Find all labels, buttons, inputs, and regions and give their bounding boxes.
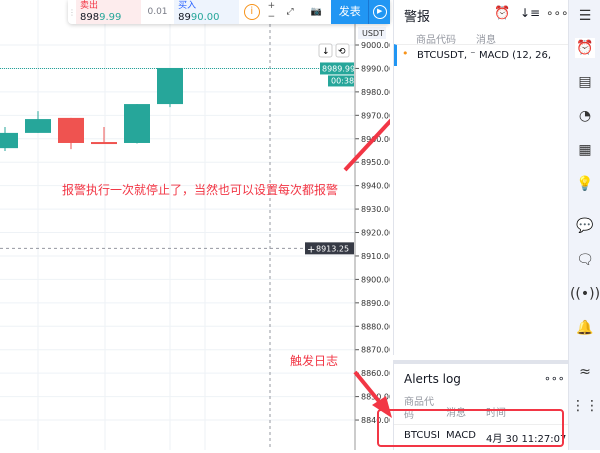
candle-body (58, 117, 84, 143)
col-message: 消息 (446, 408, 466, 419)
alert-message: MACD (12, 26, (479, 50, 552, 61)
countdown-label: 00:38 (331, 76, 354, 85)
more-icon[interactable]: ∘∘∘ (546, 6, 569, 20)
alerts-log-title: Alerts log (404, 372, 461, 386)
price-chart[interactable]: 9000.00 8990.00 8980.00 8970.00 8960.00 8950.… (0, 0, 458, 450)
crosshair-price-badge (305, 242, 354, 255)
calendar-icon[interactable]: ▦ (578, 142, 592, 158)
zoom-out-icon[interactable]: − (267, 12, 276, 22)
price-tick-label: 8950.00 (361, 158, 390, 167)
price-tick-label: 8980.00 (361, 88, 390, 97)
zoom-in-icon[interactable]: + (267, 1, 276, 11)
price-tick-label: 8900.00 (361, 275, 390, 284)
annotation-text: 报警执行一次就停止了，当然也可以设置每次都报警 (62, 183, 339, 197)
bell-icon[interactable]: 🔔 (576, 320, 594, 336)
quantity-input[interactable]: 0.01 (147, 7, 168, 17)
price-tick-label: 8940.00 (361, 182, 390, 191)
zoom-controls: + − (265, 0, 279, 24)
lightbulb-icon[interactable]: 💡 (576, 176, 594, 192)
auto-scale-button[interactable] (335, 43, 350, 58)
alerts-title: 警报 (404, 10, 431, 25)
alert-row[interactable]: • BTCUSDT, ⁻ MACD (12, 26, (394, 44, 569, 66)
crosshair-plus-icon: + (307, 244, 315, 255)
add-alert-icon[interactable]: ⏰ (494, 6, 511, 21)
trade-bar: ⋮ 卖出 8989.99 0.01 买入 8990.00 i + − ⤢ 📷 发表 ▶ (68, 0, 390, 24)
play-icon: ▶ (372, 5, 387, 19)
camera-icon[interactable]: 📷 (310, 7, 323, 17)
info-icon: i (243, 4, 260, 20)
alerts-panel: 警报 ⏰ ↓≡ ∘∘∘ 商品代码 消息 • BTCUSDT, ⁻ MACD (1… (393, 0, 569, 355)
crosshair-price-label: 8913.25 (316, 244, 349, 253)
col-symbol: 商品代 码 (404, 397, 434, 421)
auto-scale-icon: ⟲ (338, 47, 346, 57)
status-dot-icon: • (402, 47, 409, 60)
last-price-badge (320, 62, 354, 75)
log-row[interactable]: BTCUSI MACD 4月 30 11:27:07 (394, 424, 569, 445)
price-tick-label: 9000.00 (361, 41, 390, 50)
news-icon[interactable]: ▤ (578, 74, 592, 90)
chat-icon[interactable]: 💬 (576, 218, 594, 234)
price-tick-label: 8870.00 (361, 346, 390, 355)
fullscreen-icon[interactable]: ⤢ (286, 7, 294, 17)
candle-body (124, 104, 150, 143)
sell-button[interactable]: 卖出 8989.99 (76, 0, 141, 24)
col-time: 时间 (486, 408, 506, 419)
candle-body (91, 142, 117, 145)
sell-price-minor: 9.99 (99, 12, 122, 23)
annotation-log-text: 触发日志 (290, 354, 339, 368)
order-panel-icon[interactable]: ⋮⋮ (571, 398, 599, 414)
broadcast-icon[interactable]: ((•)) (569, 286, 600, 302)
price-tick-label: 8910.00 (361, 252, 390, 261)
publish-button[interactable]: 发表 (331, 0, 369, 24)
chart-canvas[interactable]: 9000.00 8990.00 8980.00 8970.00 8960.00 8950.… (0, 0, 458, 450)
right-toolbar: ☰ ⏰ ▤ ◔ ▦ 💡 💬 🗨 ((•)) 🔔 ≈ ⋮⋮ (568, 0, 600, 450)
replay-button[interactable]: ▶ (368, 0, 390, 24)
col-symbol: 商品代码 (416, 35, 456, 46)
scroll-down-button[interactable] (318, 43, 333, 58)
messages-icon[interactable]: 🗨 (576, 252, 594, 268)
price-tick-label: 8890.00 (361, 299, 390, 308)
buy-label: 买入 (178, 1, 197, 11)
price-tick-label: 8960.00 (361, 135, 390, 144)
alert-symbol: BTCUSDT, ⁻ (417, 50, 476, 61)
countdown-badge (328, 75, 354, 87)
log-message: MACD (446, 430, 476, 441)
watchlist-icon[interactable]: ☰ (578, 8, 592, 24)
alarm-clock-icon[interactable]: ⏰ (575, 38, 595, 58)
arrow-down-icon: ↓ (322, 47, 330, 57)
currency-badge (358, 27, 386, 39)
col-message: 消息 (476, 35, 496, 46)
candle-body (25, 119, 51, 133)
price-tick-label: 8990.00 (361, 64, 390, 73)
price-tick-label: 8970.00 (361, 111, 390, 120)
price-tick-label: 8930.00 (361, 205, 390, 214)
data-window-icon[interactable]: ◔ (578, 108, 592, 124)
log-time: 4月 30 11:27:07 (486, 434, 567, 445)
alerts-log-panel: Alerts log ∘∘∘ 商品代 码 消息 时间 BTCUSI MACD 4… (393, 360, 569, 450)
buy-price-major: 89 (178, 12, 191, 23)
price-tick-label: 8880.00 (361, 322, 390, 331)
sell-label: 卖出 (80, 1, 99, 11)
info-button[interactable]: i (239, 0, 264, 24)
buy-button[interactable]: 买入 8990.00 (174, 0, 240, 24)
last-price-label: 8989.99 (322, 64, 355, 73)
price-tick-label: 8840.00 (361, 416, 390, 425)
sort-icon[interactable]: ↓≡ (520, 6, 541, 20)
currency-label: USDT (362, 29, 384, 38)
candle-body (0, 132, 18, 149)
collapse-icon[interactable]: ≈ (579, 364, 591, 380)
buy-price-minor: 90.00 (190, 12, 220, 23)
price-tick-label: 8920.00 (361, 229, 390, 238)
candle-body (157, 67, 183, 105)
more-icon[interactable]: ∘∘∘ (544, 372, 565, 385)
sell-price-major: 898 (80, 12, 100, 23)
price-tick-label: 8850.00 (361, 393, 390, 402)
drag-handle-icon[interactable]: ⋮ (68, 7, 76, 17)
log-symbol: BTCUSI (404, 430, 440, 441)
price-tick-label: 8860.00 (361, 369, 390, 378)
